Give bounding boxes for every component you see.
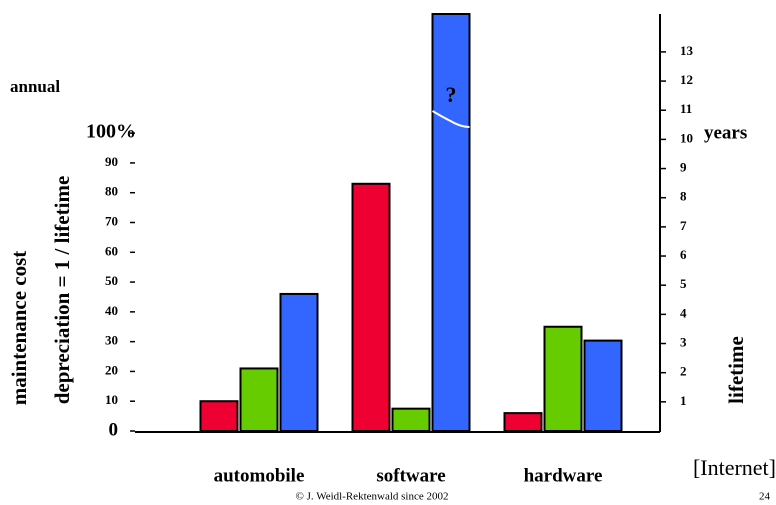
bar xyxy=(239,367,279,433)
bar xyxy=(279,292,319,432)
y2-tick-label: 10 xyxy=(680,130,693,145)
axis-break xyxy=(431,110,470,128)
y-tick-label: 10 xyxy=(105,392,118,407)
bar xyxy=(199,400,239,433)
bar xyxy=(391,407,431,432)
axis-note: years xyxy=(704,122,747,143)
y2-tick-label: 12 xyxy=(680,72,693,87)
y2-tick-label: 8 xyxy=(680,189,687,204)
annotation: ? xyxy=(446,82,457,107)
y2-tick-label: 9 xyxy=(680,160,687,175)
page-number: 24 xyxy=(759,491,771,503)
y-tick-label: 60 xyxy=(105,243,118,258)
y-tick-label: 0 xyxy=(109,419,119,440)
bar xyxy=(351,182,391,432)
series-label: lifetime xyxy=(724,336,748,404)
y-tick-label: 90 xyxy=(105,154,118,169)
footer: © J. Weidl-Rektenwald since 2002 xyxy=(296,491,449,503)
y2-tick-label: 13 xyxy=(680,43,694,58)
y2-tick-label: 11 xyxy=(680,101,692,116)
y-tick-label: 50 xyxy=(105,273,118,288)
y2-tick-label: 7 xyxy=(680,218,687,233)
x-tick-label: hardware xyxy=(524,465,603,486)
y-tick-label: 40 xyxy=(105,303,118,318)
bar xyxy=(543,325,583,432)
series-label: depreciation = 1 / lifetime xyxy=(50,176,74,405)
x-tick-label: automobile xyxy=(214,465,305,486)
source: [Internet] xyxy=(693,455,776,480)
series-label: maintenance cost xyxy=(7,251,31,406)
axis-note: annual xyxy=(10,77,60,96)
y-tick-label: 100% xyxy=(86,121,136,143)
y-tick-label: 70 xyxy=(105,213,118,228)
y-tick-label: 20 xyxy=(105,362,118,377)
x-tick-label: software xyxy=(376,465,445,486)
y2-tick-label: 4 xyxy=(680,305,687,320)
bar xyxy=(503,412,543,432)
y2-tick-label: 5 xyxy=(680,276,687,291)
y2-tick-label: 2 xyxy=(680,364,687,379)
y2-tick-label: 3 xyxy=(680,335,687,350)
bar xyxy=(583,339,623,433)
bar xyxy=(431,13,471,432)
y2-tick-label: 6 xyxy=(680,247,687,262)
y-tick-label: 80 xyxy=(105,184,118,199)
y2-tick-label: 1 xyxy=(680,393,687,408)
y-tick-label: 30 xyxy=(105,333,118,348)
